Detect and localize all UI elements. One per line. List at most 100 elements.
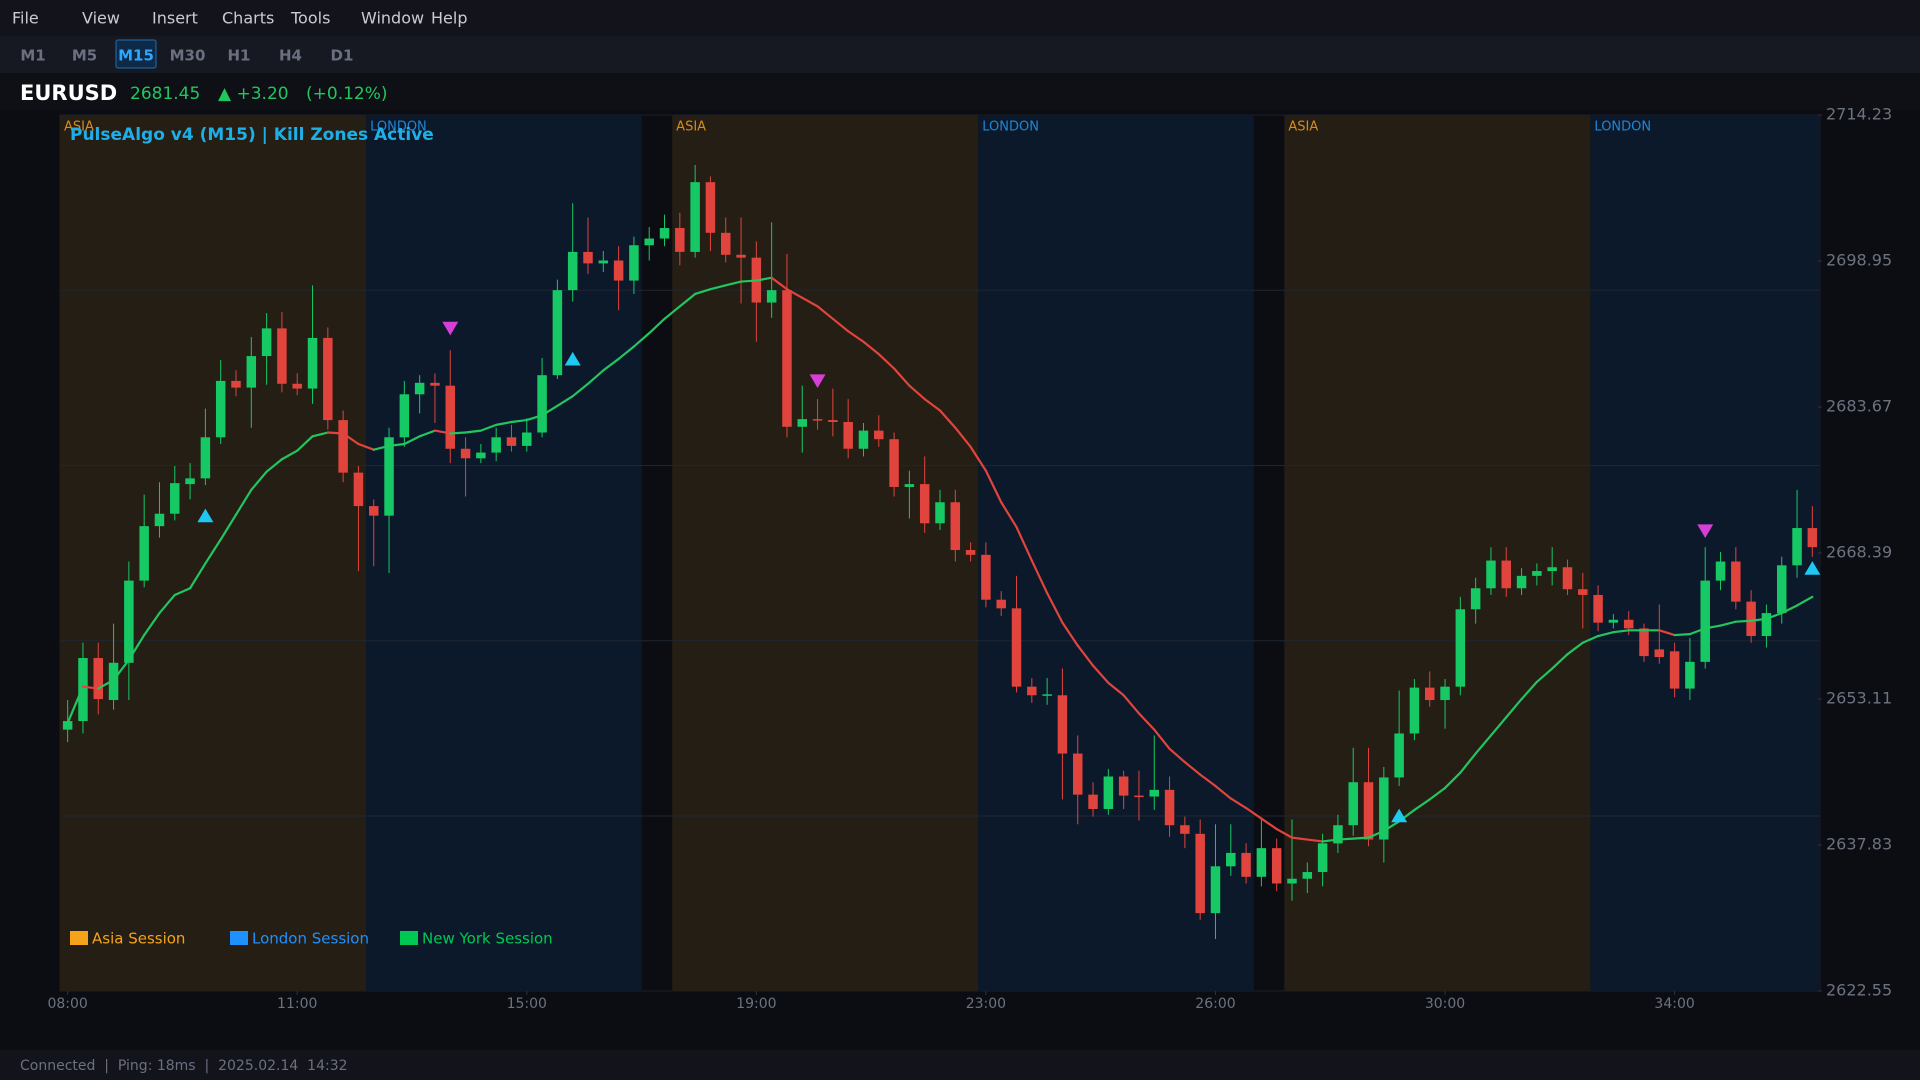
symbol-header [0,73,1920,110]
buy-signal [1391,808,1408,823]
timeframe-button[interactable]: M1 [20,47,45,65]
candle-body [598,260,609,264]
ma-segment [143,612,161,637]
candle-body [690,182,700,252]
candle-body [705,182,716,233]
candle-body [200,437,211,479]
session-zone [1284,115,1591,991]
ma-segment [724,280,743,287]
candle-body [353,472,364,507]
candle-body [1149,789,1160,797]
candle-body [965,550,976,555]
candle-body [1363,782,1374,840]
y-tick-label: 2668.39 [1826,543,1892,562]
timeframe-button[interactable]: D1 [331,47,354,65]
candle-body [1103,776,1114,809]
candle-body [720,232,731,255]
status-text: Connected | Ping: 18ms | 2025.02.14 14:3… [20,1058,348,1074]
candle-body [675,228,685,252]
ma-segment [1336,837,1355,841]
menu-item[interactable]: Charts [222,9,274,28]
ma-segment [1091,664,1110,684]
change-pct: (+0.12%) [306,84,388,104]
y-tick-label: 2683.67 [1826,397,1892,416]
x-tick-label: 30:00 [1425,996,1465,1012]
ma-segment [1137,712,1156,731]
candle-body [552,290,563,376]
candle-body [1792,528,1802,566]
candle-body [430,382,440,386]
candle-body [812,419,823,421]
timeframe-button[interactable]: M30 [170,47,206,65]
candle-body [338,420,348,473]
candle-body [231,380,241,388]
candle-body [996,599,1006,609]
y-tick-label: 2622.55 [1826,981,1892,1000]
ma-segment [1306,838,1324,843]
ma-segment [418,429,437,438]
ma-segment [1061,621,1079,647]
ma-segment [1780,604,1799,615]
ma-segment [847,330,865,343]
menu-item[interactable]: Tools [290,9,330,28]
candle-body [1516,575,1527,589]
candle-body [1256,848,1267,877]
timeframe-button[interactable]: M5 [72,47,97,65]
ma-segment [97,678,115,690]
legend-swatch [230,931,248,945]
ma-segment [1214,784,1232,800]
candle-body [1164,789,1175,826]
timeframe-button[interactable]: H4 [279,47,302,65]
ma-segment [510,418,528,424]
ma-segment [326,431,345,435]
candle-body [1731,561,1741,602]
ma-segment [127,633,146,662]
timeframe-active[interactable] [115,39,157,69]
ma-segment [66,685,85,725]
ma-segment [81,685,100,690]
sell-signal [1697,524,1714,538]
ma-segment [770,276,789,291]
menu-item[interactable]: Insert [152,9,198,28]
ma-segment [1596,631,1615,638]
x-tick-label: 26:00 [1195,996,1235,1012]
candle-body [277,328,287,384]
ma-segment [1474,734,1493,755]
candle-body [919,484,930,524]
ma-segment [984,469,1003,504]
candle-body [445,385,456,449]
candle-body [950,502,961,551]
candle-body [1623,619,1634,629]
ma-segment [755,276,773,282]
ma-segment [663,305,681,320]
timeframe-button[interactable]: H1 [228,47,251,65]
candle-body [261,328,272,357]
session-label: LONDON [370,120,427,135]
candle-body [1180,825,1190,834]
candle-body [1409,687,1420,734]
price: 2681.45 [130,84,200,104]
ma-segment [1122,694,1141,715]
candle-body [1210,866,1221,914]
candle-body [1118,776,1129,796]
ma-segment [1046,591,1064,624]
ma-segment [709,284,727,291]
menu-item[interactable]: View [82,9,120,28]
candle-body [368,506,379,516]
candle-body [1593,594,1603,623]
candle-body [1455,609,1466,687]
ma-segment [648,317,666,335]
menu-item[interactable]: Window [361,9,424,28]
ma-segment [892,367,911,387]
legend-swatch [70,931,88,945]
ma-segment [1505,697,1523,719]
ma-segment [1551,653,1569,670]
ma-segment [785,288,804,299]
x-tick-label: 34:00 [1654,996,1694,1012]
legend-label: New York Session [422,930,553,948]
menu-item[interactable]: File [12,9,39,28]
ma-segment [1199,773,1217,788]
timeframe-button[interactable]: M15 [118,47,154,65]
menu-item[interactable]: Help [431,9,467,28]
ma-segment [387,442,406,447]
